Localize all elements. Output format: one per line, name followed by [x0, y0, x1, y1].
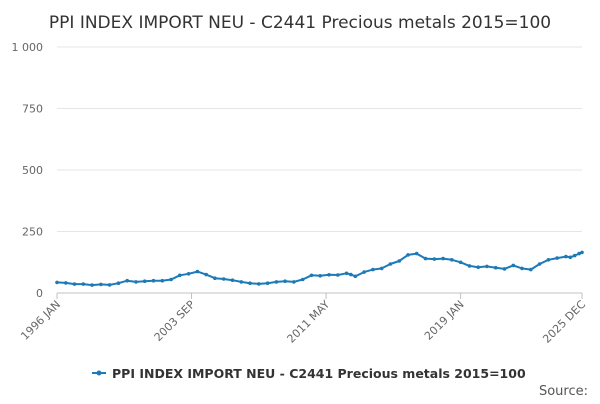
- x-tick-label: 2003 SEP: [152, 298, 198, 344]
- data-point[interactable]: [406, 253, 410, 257]
- data-point[interactable]: [81, 282, 86, 286]
- data-point[interactable]: [283, 279, 287, 284]
- legend[interactable]: PPI INDEX IMPORT NEU - C2441 Precious me…: [92, 366, 526, 381]
- data-point[interactable]: [300, 277, 305, 282]
- x-tick-label: 2019 JAN: [422, 298, 467, 343]
- data-point[interactable]: [116, 281, 121, 286]
- data-point[interactable]: [432, 257, 437, 261]
- data-point[interactable]: [309, 273, 314, 278]
- source-label: Source:: [539, 384, 588, 399]
- data-point[interactable]: [397, 259, 402, 263]
- data-point[interactable]: [414, 251, 419, 256]
- data-point[interactable]: [292, 280, 296, 284]
- grid-lines: [57, 46, 582, 294]
- data-point[interactable]: [327, 273, 331, 277]
- legend-label: PPI INDEX IMPORT NEU - C2441 Precious me…: [112, 366, 526, 381]
- data-point[interactable]: [318, 274, 323, 278]
- data-point[interactable]: [511, 263, 516, 268]
- y-tick-label: 0: [36, 287, 43, 300]
- data-point[interactable]: [99, 282, 103, 287]
- data-point[interactable]: [230, 278, 235, 283]
- chart-title: PPI INDEX IMPORT NEU - C2441 Precious me…: [49, 13, 551, 33]
- data-point[interactable]: [178, 273, 182, 278]
- data-point[interactable]: [169, 277, 173, 282]
- y-tick-label: 750: [22, 103, 43, 116]
- y-axis: 0 250 500 750 1 000: [12, 41, 44, 300]
- data-point[interactable]: [257, 282, 261, 286]
- data-point[interactable]: [265, 281, 270, 286]
- y-tick-label: 250: [22, 226, 43, 239]
- x-tick-label: 1996 JAN: [18, 298, 63, 343]
- data-point[interactable]: [467, 264, 472, 268]
- data-point[interactable]: [379, 266, 384, 271]
- data-point[interactable]: [344, 271, 349, 276]
- data-point[interactable]: [546, 258, 551, 262]
- data-point[interactable]: [353, 274, 358, 279]
- data-point[interactable]: [195, 269, 200, 274]
- data-point[interactable]: [568, 255, 573, 260]
- data-point[interactable]: [577, 251, 581, 256]
- data-point[interactable]: [493, 265, 498, 270]
- data-point[interactable]: [349, 272, 353, 277]
- data-point[interactable]: [502, 267, 507, 271]
- data-point[interactable]: [239, 280, 244, 284]
- data-point[interactable]: [274, 280, 279, 284]
- data-point[interactable]: [520, 266, 524, 271]
- data-point[interactable]: [537, 262, 542, 266]
- data-point[interactable]: [564, 254, 568, 259]
- data-point[interactable]: [450, 258, 454, 262]
- data-point[interactable]: [213, 276, 217, 281]
- series-layer: [55, 250, 584, 287]
- data-point[interactable]: [134, 280, 138, 284]
- data-point[interactable]: [555, 256, 559, 260]
- x-tick-label: 2011 MAY: [285, 298, 333, 346]
- data-point[interactable]: [72, 282, 77, 286]
- data-point[interactable]: [441, 256, 445, 261]
- x-tick-label: 2025 DEC: [540, 298, 588, 346]
- data-point[interactable]: [580, 250, 584, 255]
- data-point[interactable]: [362, 270, 366, 274]
- data-point[interactable]: [90, 283, 94, 287]
- data-point[interactable]: [529, 267, 533, 272]
- data-point[interactable]: [458, 260, 463, 265]
- data-point[interactable]: [221, 277, 226, 281]
- data-point[interactable]: [125, 278, 129, 283]
- series-line: [56, 251, 583, 287]
- data-point[interactable]: [55, 280, 59, 285]
- data-point[interactable]: [388, 262, 393, 266]
- data-point[interactable]: [151, 278, 156, 283]
- data-point[interactable]: [64, 281, 68, 285]
- data-point[interactable]: [107, 283, 112, 287]
- data-point[interactable]: [485, 264, 489, 269]
- data-point[interactable]: [160, 278, 165, 283]
- data-point[interactable]: [371, 267, 375, 272]
- data-point[interactable]: [204, 272, 208, 277]
- data-point[interactable]: [142, 279, 147, 284]
- y-tick-label: 1 000: [12, 41, 44, 54]
- data-point[interactable]: [572, 253, 577, 258]
- legend-marker-icon: [96, 370, 102, 376]
- y-tick-label: 500: [22, 164, 43, 177]
- data-point[interactable]: [248, 281, 252, 286]
- data-point[interactable]: [476, 265, 481, 270]
- data-point[interactable]: [336, 273, 340, 277]
- data-point[interactable]: [423, 256, 428, 261]
- data-point[interactable]: [186, 272, 191, 276]
- x-axis: 1996 JAN 2003 SEP 2011 MAY 2019 JAN 2025 DEC: [18, 292, 588, 346]
